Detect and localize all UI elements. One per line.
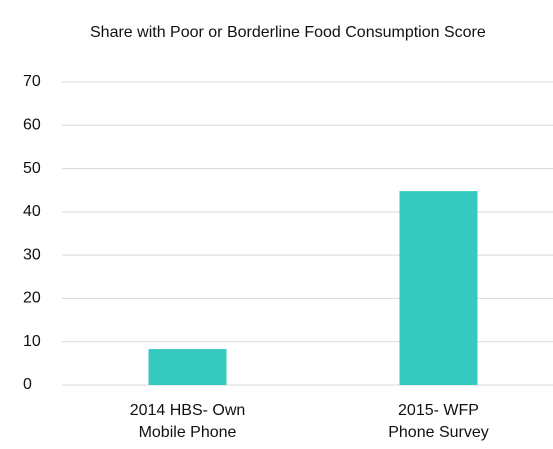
bar — [399, 191, 478, 385]
chart-title: Share with Poor or Borderline Food Consu… — [90, 24, 486, 41]
y-tick-label: 70 — [23, 73, 41, 90]
y-tick-label: 10 — [23, 333, 41, 350]
x-tick-label: 2014 HBS- Own Mobile Phone — [130, 402, 246, 441]
y-tick-label: 20 — [23, 290, 41, 307]
bar — [148, 349, 227, 385]
y-tick-label: 50 — [23, 160, 41, 177]
y-tick-label: 60 — [23, 117, 41, 134]
y-tick-label: 0 — [23, 376, 32, 393]
y-tick-label: 30 — [23, 246, 41, 263]
y-tick-label: 40 — [23, 203, 41, 220]
x-tick-label: 2015- WFP Phone Survey — [388, 402, 489, 441]
